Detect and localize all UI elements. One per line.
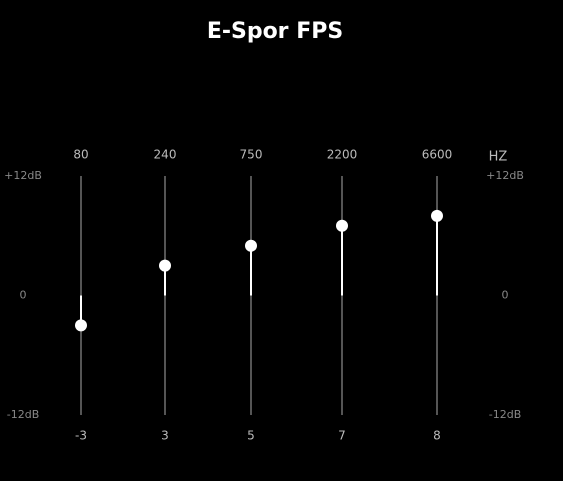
value-label: 7 <box>338 429 346 443</box>
y-tick-label-right: 0 <box>502 289 509 302</box>
value-label: -3 <box>75 429 87 443</box>
slider-knob[interactable] <box>159 259 171 272</box>
frequency-label: 6600 <box>422 148 453 162</box>
slider-knob[interactable] <box>336 219 348 232</box>
slider-knob[interactable] <box>431 209 443 222</box>
frequency-label: 240 <box>154 148 177 162</box>
y-tick-label-right: -12dB <box>489 408 522 421</box>
x-axis-label: HZ <box>489 150 508 165</box>
slider-knob[interactable] <box>75 319 87 332</box>
frequency-label: 750 <box>240 148 263 162</box>
frequency-label: 80 <box>73 148 88 162</box>
value-label: 3 <box>161 429 169 443</box>
slider-knob[interactable] <box>245 239 257 252</box>
value-label: 5 <box>247 429 255 443</box>
value-label: 8 <box>433 429 441 443</box>
y-tick-label: 0 <box>20 289 27 302</box>
frequency-label: 2200 <box>327 148 358 162</box>
y-tick-label: +12dB <box>4 169 42 182</box>
y-tick-label-right: +12dB <box>486 169 524 182</box>
y-tick-label: -12dB <box>7 408 40 421</box>
title: E-Spor FPS <box>207 19 343 44</box>
